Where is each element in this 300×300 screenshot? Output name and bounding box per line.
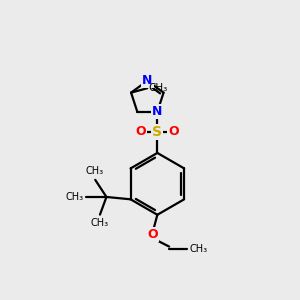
Text: N: N	[142, 74, 152, 87]
Text: N: N	[152, 105, 163, 118]
Text: S: S	[152, 125, 162, 139]
Text: O: O	[148, 228, 158, 241]
Text: O: O	[168, 125, 179, 138]
Text: CH₃: CH₃	[190, 244, 208, 254]
Text: CH₃: CH₃	[149, 82, 168, 93]
Text: O: O	[136, 125, 146, 138]
Text: CH₃: CH₃	[66, 192, 84, 202]
Text: CH₃: CH₃	[90, 218, 108, 228]
Text: CH₃: CH₃	[85, 167, 104, 176]
